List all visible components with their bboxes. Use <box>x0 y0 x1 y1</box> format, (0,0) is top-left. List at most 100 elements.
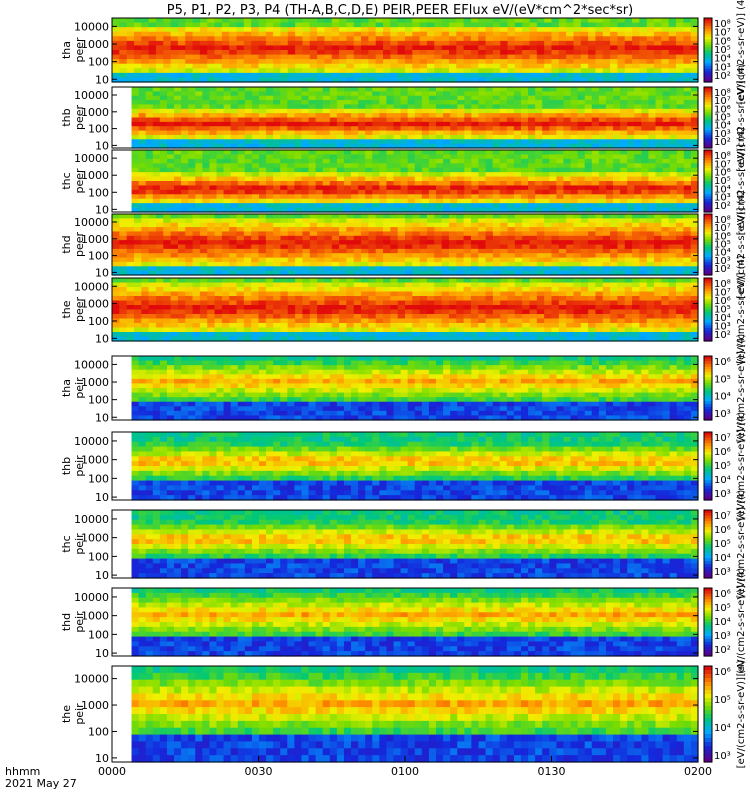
spectrogram-cell <box>192 300 201 306</box>
spectrogram-cell <box>551 68 560 74</box>
spectrogram-cell <box>287 59 296 65</box>
spectrogram-cell <box>528 108 536 114</box>
spectrogram-cell <box>602 257 611 263</box>
spectrogram-cell <box>324 22 333 28</box>
spectrogram-cell <box>339 63 347 69</box>
spectrogram-cell <box>436 117 444 123</box>
colorbar-segment <box>704 36 712 40</box>
spectrogram-cell <box>315 154 324 160</box>
spectrogram-cell <box>138 95 147 101</box>
spectrogram-cell <box>365 150 373 156</box>
spectrogram-cell <box>448 261 457 267</box>
spectrogram-cell <box>243 218 252 224</box>
spectrogram-cell <box>365 113 373 119</box>
spectrogram-cell <box>159 154 168 160</box>
spectrogram-cell <box>499 154 508 160</box>
spectrogram-cell <box>295 235 304 241</box>
spectrogram-cell <box>648 95 657 101</box>
spectrogram-cell <box>251 296 260 302</box>
spectrogram-cell <box>243 36 252 42</box>
spectrogram-cell <box>192 31 201 37</box>
spectrogram-cell <box>421 143 430 149</box>
spectrogram-cell <box>163 72 172 79</box>
spectrogram-cell <box>365 194 373 200</box>
spectrogram-cell <box>507 240 516 246</box>
spectrogram-cell <box>199 278 208 284</box>
spectrogram-cell <box>397 59 406 65</box>
spectrogram-cell <box>414 167 423 173</box>
spectrogram-cell <box>397 270 406 276</box>
spectrogram-cell <box>535 95 543 101</box>
spectrogram-cell <box>405 54 413 60</box>
spectrogram-cell <box>216 167 225 173</box>
spectrogram-cell <box>368 59 377 65</box>
spectrogram-cell <box>529 45 538 51</box>
spectrogram-cell <box>662 158 671 164</box>
spectrogram-cell <box>566 45 575 51</box>
spectrogram-cell <box>386 167 395 173</box>
spectrogram-cell <box>632 22 640 28</box>
spectrogram-cell <box>209 134 218 140</box>
spectrogram-cell <box>177 227 186 233</box>
spectrogram-cell <box>266 181 274 187</box>
spectrogram-cell <box>605 108 614 114</box>
spectrogram-cell <box>251 278 260 284</box>
spectrogram-cell <box>287 113 295 119</box>
spectrogram-cell <box>624 266 633 272</box>
spectrogram-cell <box>322 198 331 204</box>
spectrogram-cell <box>163 332 172 338</box>
spectrogram-cell <box>520 176 529 182</box>
spectrogram-cell <box>174 121 182 127</box>
spectrogram-cell <box>632 68 640 74</box>
spectrogram-cell <box>170 282 179 288</box>
spectrogram-cell <box>141 63 150 69</box>
spectrogram-cell <box>613 189 621 195</box>
spectrogram-cell <box>544 231 553 237</box>
spectrogram-cell <box>500 40 509 47</box>
spectrogram-cell <box>145 130 154 136</box>
spectrogram-cell <box>535 87 543 92</box>
spectrogram-cell <box>536 270 545 276</box>
spectrogram-cell <box>566 231 575 237</box>
spectrogram-cell <box>223 185 232 191</box>
spectrogram-cell <box>372 139 380 145</box>
spectrogram-cell <box>492 87 501 92</box>
spectrogram-cell <box>177 63 186 69</box>
spectrogram-cell <box>448 31 457 37</box>
spectrogram-cell <box>386 134 395 140</box>
spectrogram-cell <box>683 261 692 267</box>
spectrogram-cell <box>163 314 172 320</box>
spectrogram-cell <box>294 172 303 178</box>
spectrogram-cell <box>131 203 140 209</box>
spectrogram-cell <box>112 291 120 297</box>
spectrogram-cell <box>661 214 670 219</box>
spectrogram-cell <box>361 50 369 56</box>
spectrogram-cell <box>265 305 274 311</box>
spectrogram-cell <box>522 36 531 42</box>
spectrogram-cell <box>280 50 289 56</box>
spectrogram-cell <box>669 167 678 173</box>
spectrogram-cell <box>236 18 245 24</box>
spectrogram-cell <box>181 104 189 110</box>
spectrogram-cell <box>131 126 140 132</box>
spectrogram-cell <box>580 227 589 233</box>
spectrogram-cell <box>126 54 135 60</box>
spectrogram-cell <box>412 218 421 224</box>
spectrogram-cell <box>141 72 150 79</box>
spectrogram-cell <box>412 54 421 60</box>
spectrogram-cell <box>690 117 699 123</box>
spectrogram-cell <box>177 54 186 60</box>
spectrogram-cell <box>280 176 288 182</box>
spectrogram-cell <box>221 336 230 342</box>
spectrogram-cell <box>456 227 465 233</box>
spectrogram-cell <box>676 244 684 250</box>
spectrogram-cell <box>237 113 246 119</box>
spectrogram-cell <box>358 194 366 200</box>
spectrogram-cell <box>112 257 120 263</box>
spectrogram-cell <box>456 218 465 224</box>
spectrogram-cell <box>126 45 135 51</box>
colorbar-segment <box>704 193 712 198</box>
spectrogram-cell <box>648 113 657 119</box>
spectrogram-cell <box>177 18 186 24</box>
